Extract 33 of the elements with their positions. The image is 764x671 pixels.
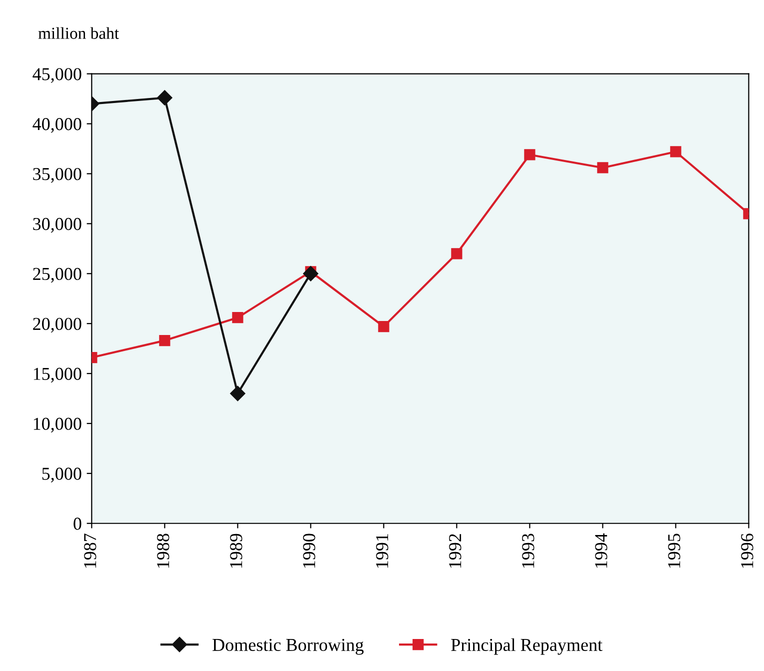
y-tick-label: 30,000 (33, 218, 82, 233)
y-axis-title: million baht (38, 27, 119, 39)
point (670, 146, 682, 158)
point (597, 162, 608, 174)
y-tick-label: 10,000 (34, 418, 82, 433)
y-tick-label: 25,000 (33, 268, 82, 283)
y-tick-label: 35,000 (33, 168, 82, 183)
point (159, 335, 170, 346)
x-tick-label: 1995 (668, 534, 680, 568)
legend-label: Principal Repayment (451, 638, 602, 655)
point (303, 266, 318, 282)
x-tick-label: 1994 (595, 533, 608, 568)
y-tick-label: 45,000 (32, 68, 82, 83)
point (232, 312, 244, 324)
point (157, 90, 172, 106)
y-tick-label: 40,000 (32, 118, 82, 133)
x-tick-label: 1987 (84, 534, 96, 568)
x-tick-label: 1990 (303, 534, 316, 568)
x-tick-label: 1992 (449, 534, 462, 568)
y-tick-label: 15,000 (34, 368, 82, 383)
y-tick-label: 5,000 (42, 468, 82, 482)
point (451, 248, 462, 260)
x-tick-label: 1989 (230, 534, 242, 568)
x-tick-label: 1991 (376, 534, 388, 568)
legend-label: Domestic Borrowing (212, 638, 364, 655)
x-tick-label: 1993 (522, 534, 534, 568)
y-tick-label: 0 (74, 518, 82, 530)
point (230, 386, 246, 402)
point (378, 321, 390, 332)
y-tick-label: 20,000 (33, 318, 82, 333)
x-tick-label: 1988 (157, 534, 170, 568)
x-tick-label: 1996 (741, 534, 754, 568)
point (524, 149, 536, 160)
